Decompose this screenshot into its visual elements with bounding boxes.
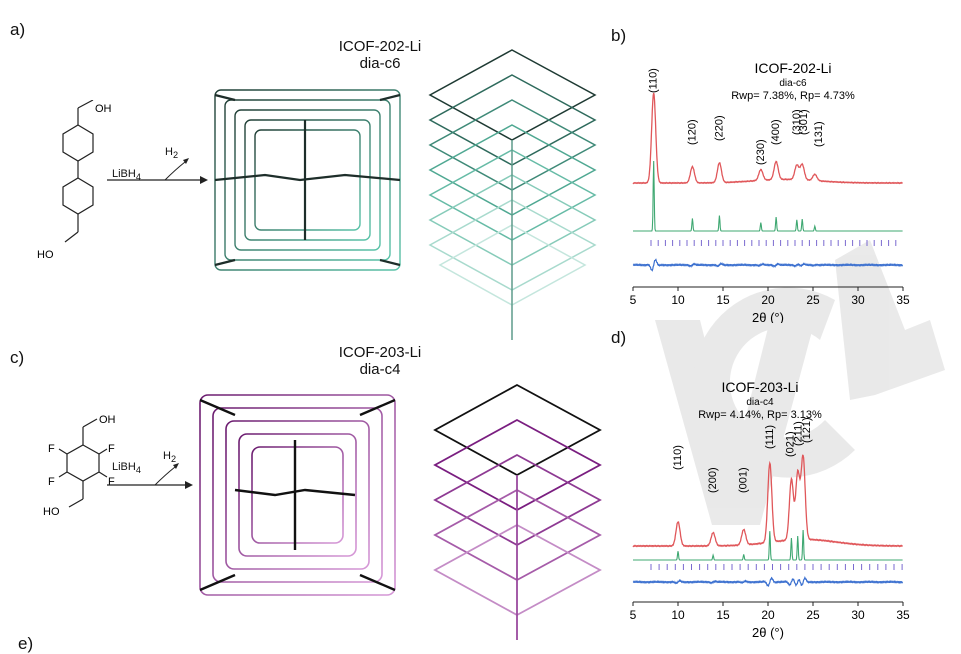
panel-label-b: b) xyxy=(611,26,627,45)
top-structure-title: ICOF-202-Li dia-c6 xyxy=(300,38,460,72)
difference-series-line xyxy=(632,576,904,588)
peak-label: (111) xyxy=(764,425,776,449)
x-axis-label: 2θ (°) xyxy=(752,625,784,640)
peak-label: (200) xyxy=(707,467,719,493)
x-tick-label: 30 xyxy=(851,293,865,307)
fluorine-label: F xyxy=(108,443,115,455)
peak-label: (131) xyxy=(813,121,825,147)
peak-label: (310) xyxy=(791,109,803,135)
simulated-series-line xyxy=(633,160,903,232)
x-tick-label: 5 xyxy=(630,608,637,622)
chart-subtitle: dia-c6 xyxy=(779,78,807,89)
x-tick-label: 20 xyxy=(761,608,775,622)
peak-label: (110) xyxy=(672,445,684,470)
x-tick-label: 20 xyxy=(761,293,775,307)
peak-label: (230) xyxy=(755,139,767,165)
peak-label: (021) xyxy=(784,431,796,457)
top-ho-label: HO xyxy=(37,249,54,261)
panel-label-c: c) xyxy=(10,348,25,367)
x-tick-label: 15 xyxy=(716,293,730,307)
fluorine-label: F xyxy=(48,443,55,455)
chart-fit-stats: Rwp= 4.14%, Rp= 3.13% xyxy=(698,409,822,421)
icof-203-top-view xyxy=(199,394,396,596)
bottom-title-line1: ICOF-203-Li xyxy=(338,344,422,361)
bottom-title-line2: dia-c4 xyxy=(359,361,401,378)
top-precursor-molecule: OH HO xyxy=(37,100,112,261)
x-tick-label: 35 xyxy=(896,293,910,307)
chart-title: ICOF-203-Li xyxy=(721,379,798,395)
fluorine-label: F xyxy=(48,476,55,488)
bottom-ho-label: HO xyxy=(43,506,60,518)
fluorine-label: F xyxy=(108,476,115,488)
peak-label: (211) xyxy=(793,421,805,446)
chart-title: ICOF-202-Li xyxy=(754,60,831,76)
x-axis-label: 2θ (°) xyxy=(752,310,784,323)
icof-202-side-view xyxy=(428,49,597,340)
chart-subtitle: dia-c4 xyxy=(746,397,774,408)
peak-label: (110) xyxy=(648,68,660,93)
x-tick-label: 10 xyxy=(671,293,685,307)
bottom-precursor-molecule: OH HO F F F F xyxy=(43,414,116,518)
bottom-reaction-arrow xyxy=(107,463,193,489)
top-oh-label: OH xyxy=(95,103,112,115)
x-tick-label: 25 xyxy=(806,293,820,307)
peak-label: (400) xyxy=(770,119,782,145)
difference-series-line xyxy=(632,258,904,272)
top-gas: H2 xyxy=(165,146,179,161)
top-reagent: LiBH4 xyxy=(112,168,141,183)
x-tick-label: 35 xyxy=(896,608,910,622)
x-tick-label: 15 xyxy=(716,608,730,622)
x-tick-label: 5 xyxy=(630,293,637,307)
experimental-series-line xyxy=(632,92,903,185)
experimental-series-line xyxy=(632,454,904,548)
bottom-structure-title: ICOF-203-Li dia-c4 xyxy=(300,344,460,378)
top-reaction-arrow xyxy=(107,158,208,184)
chart-fit-stats: Rwp= 7.38%, Rp= 4.73% xyxy=(731,90,855,102)
x-tick-label: 25 xyxy=(806,608,820,622)
peak-label: (220) xyxy=(713,115,725,141)
panel-label-d: d) xyxy=(611,328,627,347)
bottom-gas: H2 xyxy=(163,450,177,465)
peak-label: (120) xyxy=(686,119,698,145)
top-title-line1: ICOF-202-Li xyxy=(338,38,422,55)
panel-label-e: e) xyxy=(18,634,34,653)
panel-label-a: a) xyxy=(10,20,26,39)
peak-label: (301) xyxy=(798,109,810,135)
icof-203-side-view xyxy=(433,383,602,640)
peak-label: (121) xyxy=(801,417,813,443)
x-tick-label: 10 xyxy=(671,608,685,622)
x-tick-label: 30 xyxy=(851,608,865,622)
icof-202-top-view xyxy=(214,89,401,271)
simulated-series-line xyxy=(633,529,903,561)
bottom-oh-label: OH xyxy=(99,414,116,426)
peak-label: (001) xyxy=(738,467,750,493)
top-title-line2: dia-c6 xyxy=(359,55,401,72)
bottom-reagent: LiBH4 xyxy=(112,461,141,476)
